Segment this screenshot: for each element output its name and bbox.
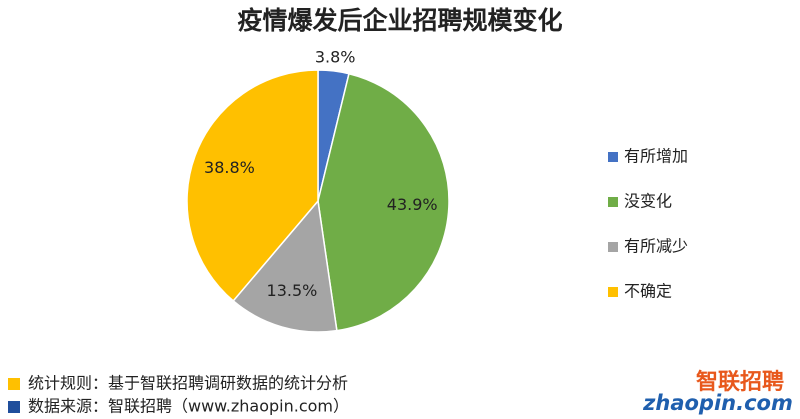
legend-label: 不确定 — [624, 282, 672, 301]
logo-domain: zhaopin.com — [642, 391, 793, 415]
legend-swatch — [608, 197, 618, 207]
data-label: 38.8% — [204, 158, 255, 177]
legend-swatch — [608, 242, 618, 252]
legend-swatch — [608, 287, 618, 297]
data-label: 3.8% — [315, 47, 356, 66]
note-marker — [8, 401, 20, 413]
logo-name: 智联招聘 — [696, 369, 784, 395]
pie-slice — [232, 199, 338, 333]
legend-label: 有所减少 — [624, 237, 688, 256]
pie-slice — [317, 72, 450, 332]
legend-label: 有所增加 — [624, 147, 688, 166]
pie-slice — [186, 69, 319, 302]
chart-title: 疫情爆发后企业招聘规模变化 — [237, 6, 562, 35]
data-label: 43.9% — [387, 195, 438, 214]
note: 数据来源：智联招聘（www.zhaopin.com） — [28, 397, 349, 416]
note: 统计规则：基于智联招聘调研数据的统计分析 — [28, 374, 348, 393]
note-marker — [8, 378, 20, 390]
legend-swatch — [608, 152, 618, 162]
legend-label: 没变化 — [624, 192, 672, 211]
data-label: 13.5% — [267, 281, 318, 300]
